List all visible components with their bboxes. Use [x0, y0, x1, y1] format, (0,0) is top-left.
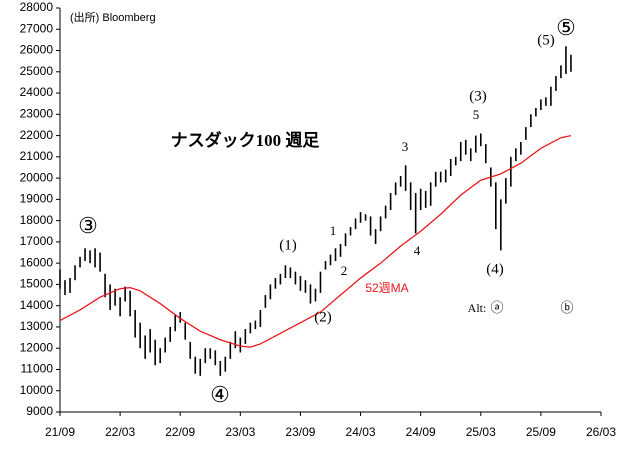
wave-label: (5) [537, 32, 555, 48]
y-tick-label: 12000 [20, 340, 54, 354]
x-tick-label: 22/09 [165, 425, 195, 439]
wave-label: 2 [341, 263, 348, 278]
y-tick-label: 19000 [20, 192, 54, 206]
wave-label: (1) [279, 237, 297, 253]
x-tick-label: 24/09 [406, 425, 436, 439]
wave-label: 1 [330, 223, 337, 238]
wave-label: ⓑ [560, 300, 573, 315]
wave-label: Alt: [468, 301, 487, 315]
y-tick-label: 16000 [20, 255, 54, 269]
ma-label: 52週MA [365, 281, 408, 295]
y-tick-label: 11000 [21, 362, 54, 376]
wave-label: 3 [402, 139, 409, 154]
x-tick-label: 21/09 [45, 425, 75, 439]
wave-label: 5 [473, 107, 480, 122]
wave-label: (2) [314, 309, 332, 325]
y-tick-label: 17000 [20, 234, 54, 248]
x-tick-label: 23/03 [225, 425, 255, 439]
x-tick-label: 24/03 [346, 425, 376, 439]
moving-average [59, 134, 572, 348]
x-tick-label: 25/09 [526, 425, 556, 439]
x-tick-label: 26/03 [586, 425, 616, 439]
y-tick-label: 15000 [20, 277, 54, 291]
y-tick-label: 27000 [20, 21, 54, 35]
y-tick-label: 9000 [26, 404, 53, 418]
wave-label: ⓐ [490, 300, 503, 315]
wave-label: (3) [469, 88, 487, 104]
wave-label: ④ [210, 382, 230, 407]
y-tick-label: 28000 [20, 0, 54, 14]
y-tick-label: 20000 [20, 170, 54, 184]
x-tick-label: 22/03 [105, 425, 135, 439]
wave-label: ⑤ [556, 15, 576, 40]
wave-label: ③ [78, 213, 98, 238]
source: (出所) Bloomberg [70, 10, 156, 24]
wave-label: (4) [486, 261, 504, 277]
y-tick-label: 24000 [20, 85, 54, 99]
x-tick-label: 23/09 [285, 425, 315, 439]
y-tick-label: 22000 [20, 128, 54, 142]
y-tick-label: 13000 [20, 319, 54, 333]
chart-title: ナスダック100 週足 [171, 130, 320, 150]
y-tick-label: 18000 [20, 213, 54, 227]
y-tick-label: 23000 [20, 106, 54, 120]
wave-label: 4 [414, 243, 421, 258]
y-tick-label: 21000 [20, 149, 54, 163]
y-tick-label: 14000 [20, 298, 54, 312]
y-tick-label: 10000 [20, 383, 54, 397]
y-tick-label: 25000 [20, 64, 54, 78]
y-tick-label: 26000 [20, 43, 54, 57]
x-tick-label: 25/03 [466, 425, 496, 439]
